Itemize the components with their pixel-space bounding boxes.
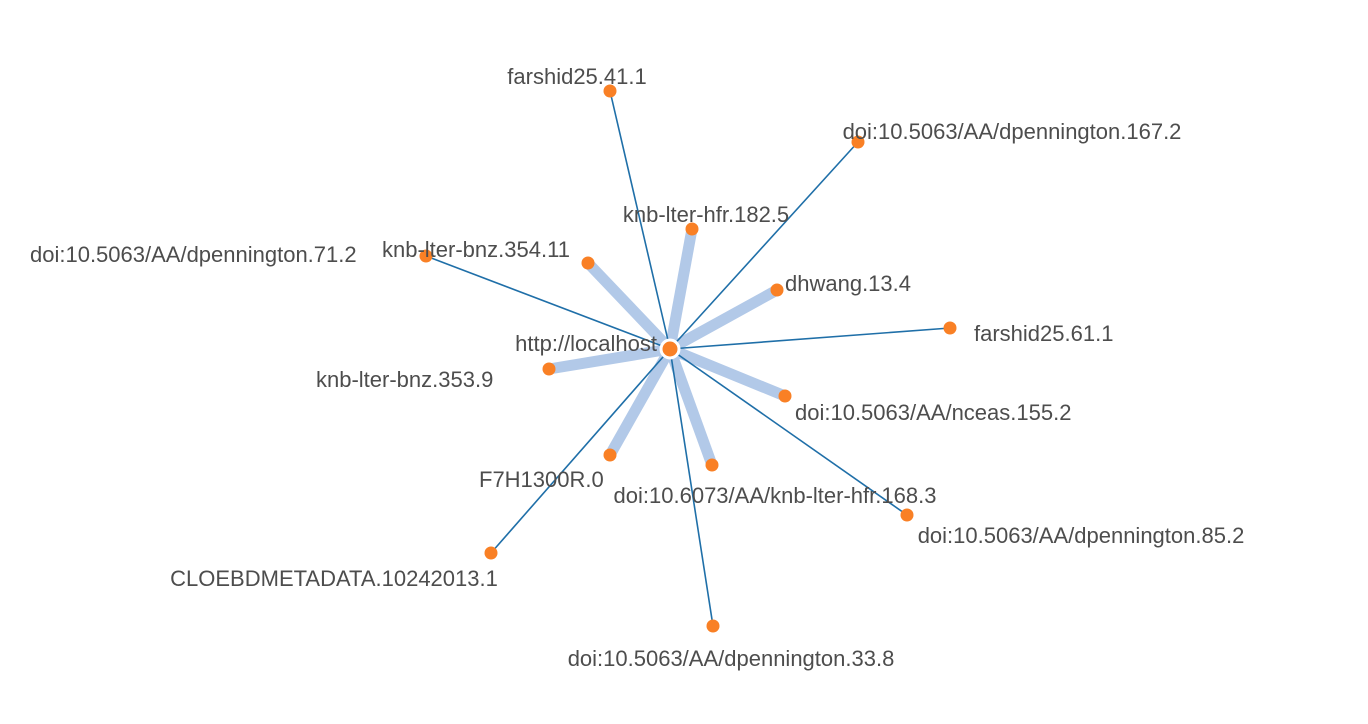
node-label-dpennington-167-2: doi:10.5063/AA/dpennington.167.2 — [843, 119, 1182, 144]
node-farshid25-41-1[interactable] — [603, 84, 617, 98]
link-dpennington-167-2 — [669, 141, 859, 350]
node-label-dpennington-33-8: doi:10.5063/AA/dpennington.33.8 — [568, 646, 895, 671]
node-dhwang-13-4[interactable] — [770, 283, 784, 297]
node-label-knb-lter-hfr-168-3: doi:10.6073/AA/knb-lter-hfr.168.3 — [614, 483, 937, 508]
node-label-dpennington-71-2: doi:10.5063/AA/dpennington.71.2 — [30, 242, 357, 267]
link-knb-lter-hfr-182-5 — [664, 228, 698, 350]
node-label-cloebdmetadata: CLOEBDMETADATA.10242013.1 — [170, 566, 498, 591]
node-knb-lter-hfr-168-3[interactable] — [705, 458, 719, 472]
node-center[interactable] — [659, 338, 681, 360]
labels-layer: farshid25.41.1 doi:10.5063/AA/dpennington… — [30, 64, 1244, 671]
link-knb-lter-bnz-353-9 — [548, 343, 671, 375]
node-label-farshid25-61-1: farshid25.61.1 — [974, 321, 1113, 346]
link-farshid25-41-1 — [609, 90, 671, 350]
node-dpennington-71-2[interactable] — [419, 249, 433, 263]
node-label-knb-lter-hfr-182-5: knb-lter-hfr.182.5 — [623, 202, 789, 227]
node-nceas-155-2[interactable] — [778, 389, 792, 403]
node-dpennington-33-8[interactable] — [706, 619, 720, 633]
node-label-nceas-155-2: doi:10.5063/AA/nceas.155.2 — [795, 400, 1071, 425]
node-label-dpennington-85-2: doi:10.5063/AA/dpennington.85.2 — [918, 523, 1245, 548]
link-nceas-155-2 — [667, 343, 788, 402]
node-farshid25-61-1[interactable] — [943, 321, 957, 335]
node-label-knb-lter-bnz-354-11: knb-lter-bnz.354.11 — [382, 237, 570, 262]
node-f7h1300r-0[interactable] — [603, 448, 617, 462]
node-label-knb-lter-bnz-353-9: knb-lter-bnz.353.9 — [316, 367, 493, 392]
node-label-center: http://localhost — [515, 331, 657, 356]
node-knb-lter-hfr-182-5[interactable] — [685, 222, 699, 236]
link-knb-lter-bnz-354-11 — [584, 259, 674, 353]
node-knb-lter-bnz-353-9[interactable] — [542, 362, 556, 376]
node-label-dhwang-13-4: dhwang.13.4 — [785, 271, 911, 296]
node-label-farshid25-41-1: farshid25.41.1 — [507, 64, 646, 89]
link-dpennington-85-2 — [669, 348, 908, 516]
link-farshid25-61-1 — [669, 327, 951, 350]
node-cloebdmetadata[interactable] — [484, 546, 498, 560]
link-dpennington-71-2 — [425, 255, 671, 350]
link-cloebdmetadata — [490, 348, 671, 554]
link-dpennington-33-8 — [669, 348, 714, 627]
nodes-layer — [419, 84, 957, 633]
link-f7h1300r-0 — [605, 346, 675, 458]
node-knb-lter-bnz-354-11[interactable] — [581, 256, 595, 270]
node-label-f7h1300r-0: F7H1300R.0 — [479, 467, 604, 492]
node-dpennington-85-2[interactable] — [900, 508, 914, 522]
node-dpennington-167-2[interactable] — [851, 135, 865, 149]
links-layer — [425, 90, 951, 627]
link-dhwang-13-4 — [667, 285, 780, 354]
link-knb-lter-hfr-168-3 — [664, 347, 718, 467]
